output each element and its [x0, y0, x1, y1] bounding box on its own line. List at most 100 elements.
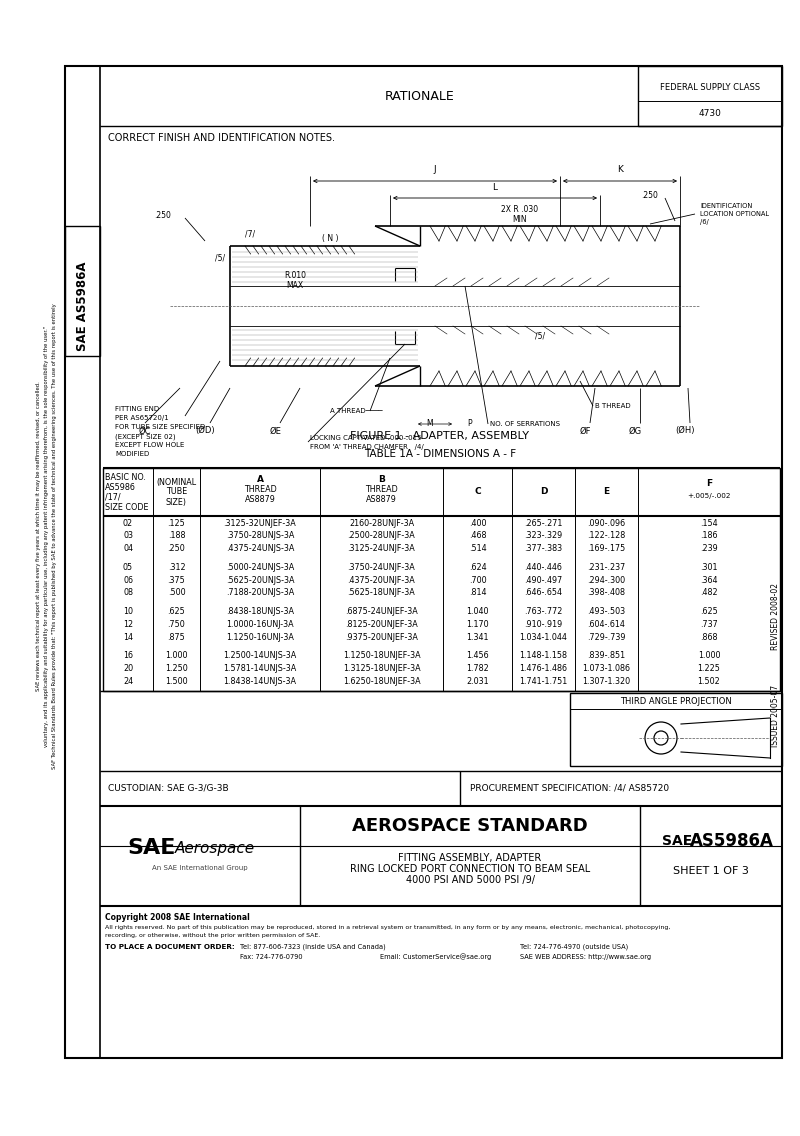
Text: All rights reserved. No part of this publication may be reproduced, stored in a : All rights reserved. No part of this pub…	[105, 926, 670, 930]
Text: .312: .312	[168, 562, 186, 571]
Text: .3125-24UNJF-3A: .3125-24UNJF-3A	[348, 544, 415, 553]
Text: .625: .625	[168, 607, 186, 616]
Text: 20: 20	[123, 665, 133, 674]
Text: 1.000: 1.000	[698, 651, 720, 660]
Text: 1.1250-18UNJEF-3A: 1.1250-18UNJEF-3A	[342, 651, 420, 660]
Text: 1.502: 1.502	[698, 677, 720, 686]
Text: .839-.851: .839-.851	[587, 651, 626, 660]
Text: J: J	[434, 165, 436, 174]
Text: THREAD: THREAD	[244, 484, 276, 493]
Text: 1.250: 1.250	[165, 665, 188, 674]
Text: 1.148-1.158: 1.148-1.158	[519, 651, 567, 660]
Text: .3125-32UNJEF-3A: .3125-32UNJEF-3A	[224, 518, 296, 527]
Text: voluntary, and its applicability and suitability for any particular use, includi: voluntary, and its applicability and sui…	[45, 325, 50, 746]
Text: Tel: 724-776-4970 (outside USA): Tel: 724-776-4970 (outside USA)	[520, 944, 628, 950]
Text: 1.073-1.086: 1.073-1.086	[582, 665, 630, 674]
Text: 1.307-1.320: 1.307-1.320	[582, 677, 630, 686]
Text: FIGURE 1 - ADAPTER, ASSEMBLY: FIGURE 1 - ADAPTER, ASSEMBLY	[350, 431, 530, 441]
Text: (ØH): (ØH)	[675, 426, 694, 435]
Text: E: E	[603, 487, 610, 496]
Text: SAE WEB ADDRESS: http://www.sae.org: SAE WEB ADDRESS: http://www.sae.org	[520, 954, 651, 960]
Text: .8438-18UNJS-3A: .8438-18UNJS-3A	[226, 607, 294, 616]
Text: .125: .125	[168, 518, 186, 527]
Text: 2X R .030: 2X R .030	[502, 206, 538, 215]
Text: MODIFIED: MODIFIED	[115, 451, 150, 457]
Text: .8125-20UNJEF-3A: .8125-20UNJEF-3A	[345, 620, 418, 629]
Text: 1.1250-16UNJ-3A: 1.1250-16UNJ-3A	[226, 633, 294, 642]
Text: FITTING ASSEMBLY, ADAPTER: FITTING ASSEMBLY, ADAPTER	[398, 853, 542, 863]
Text: .169-.175: .169-.175	[587, 544, 626, 553]
Text: .250: .250	[642, 192, 658, 200]
Text: .122-.128: .122-.128	[587, 532, 626, 541]
Text: 1.8438-14UNJS-3A: 1.8438-14UNJS-3A	[223, 677, 297, 686]
Text: B THREAD: B THREAD	[595, 403, 630, 409]
Text: .3750-24UNJF-3A: .3750-24UNJF-3A	[348, 562, 415, 571]
Text: .250: .250	[154, 211, 171, 220]
Text: .377-.383: .377-.383	[525, 544, 562, 553]
Text: .700: .700	[469, 576, 486, 585]
Text: .482: .482	[700, 588, 718, 598]
Text: 1.225: 1.225	[698, 665, 721, 674]
Text: CUSTODIAN: SAE G-3/G-3B: CUSTODIAN: SAE G-3/G-3B	[108, 784, 229, 793]
Bar	[103, 468, 780, 691]
Text: .4375-20UNJF-3A: .4375-20UNJF-3A	[348, 576, 415, 585]
Text: .239: .239	[700, 544, 718, 553]
Text: .646-.654: .646-.654	[525, 588, 562, 598]
Text: SAF Technical Standards Board Rules provide that: "This report is published by S: SAF Technical Standards Board Rules prov…	[53, 303, 58, 769]
Text: An SAE International Group: An SAE International Group	[152, 864, 248, 871]
Text: 16: 16	[123, 651, 133, 660]
Text: AS8879: AS8879	[366, 494, 397, 503]
Text: RATIONALE: RATIONALE	[385, 90, 455, 102]
Text: PROCUREMENT SPECIFICATION: /4/ AS85720: PROCUREMENT SPECIFICATION: /4/ AS85720	[470, 784, 669, 793]
Text: .5625-20UNJS-3A: .5625-20UNJS-3A	[226, 576, 294, 585]
Text: C: C	[474, 487, 481, 496]
Text: Aerospace: Aerospace	[175, 841, 255, 855]
Text: MAX: MAX	[286, 282, 303, 291]
Text: ØG: ØG	[629, 426, 642, 435]
Text: THIRD ANGLE PROJECTION: THIRD ANGLE PROJECTION	[620, 696, 732, 705]
Text: 1.6250-18UNJEF-3A: 1.6250-18UNJEF-3A	[342, 677, 420, 686]
Text: .625: .625	[700, 607, 718, 616]
Text: F: F	[706, 478, 712, 487]
Text: NO. OF SERRATIONS: NO. OF SERRATIONS	[490, 421, 560, 427]
Text: .375: .375	[168, 576, 186, 585]
Text: 1.476-1.486: 1.476-1.486	[519, 665, 567, 674]
Text: .5625-18UNJF-3A: .5625-18UNJF-3A	[348, 588, 415, 598]
Text: /17/: /17/	[105, 493, 121, 501]
Text: 1.5781-14UNJS-3A: 1.5781-14UNJS-3A	[223, 665, 297, 674]
Text: .186: .186	[700, 532, 718, 541]
Text: 1.500: 1.500	[165, 677, 188, 686]
Text: AEROSPACE STANDARD: AEROSPACE STANDARD	[352, 817, 588, 835]
Text: SHEET 1 OF 3: SHEET 1 OF 3	[673, 866, 749, 876]
Text: FOR TUBE SIZE SPECIFIED: FOR TUBE SIZE SPECIFIED	[115, 424, 206, 431]
Text: 04: 04	[123, 544, 133, 553]
Text: 1.040: 1.040	[466, 607, 489, 616]
Text: .814: .814	[469, 588, 486, 598]
Text: ISSUED 2005-07: ISSUED 2005-07	[770, 685, 779, 747]
Bar	[65, 66, 782, 1058]
Text: RING LOCKED PORT CONNECTION TO BEAM SEAL: RING LOCKED PORT CONNECTION TO BEAM SEAL	[350, 864, 590, 874]
Text: .737: .737	[700, 620, 718, 629]
Text: IDENTIFICATION: IDENTIFICATION	[700, 203, 752, 209]
Text: .604-.614: .604-.614	[587, 620, 626, 629]
Text: +.005/-.002: +.005/-.002	[687, 493, 730, 499]
Text: .468: .468	[469, 532, 486, 541]
Text: .090-.096: .090-.096	[587, 518, 626, 527]
Text: AS8879: AS8879	[245, 494, 275, 503]
Text: Fax: 724-776-0790: Fax: 724-776-0790	[240, 954, 302, 960]
Text: .490-.497: .490-.497	[524, 576, 562, 585]
Text: REVISED 2008-02: REVISED 2008-02	[770, 583, 779, 650]
Text: 24: 24	[123, 677, 133, 686]
Text: SAE: SAE	[128, 838, 176, 858]
Text: /5/: /5/	[535, 332, 545, 341]
Text: .323-.329: .323-.329	[524, 532, 562, 541]
Text: FROM 'A' THREAD CHAMFER   /4/: FROM 'A' THREAD CHAMFER /4/	[310, 444, 424, 450]
Text: .188: .188	[168, 532, 186, 541]
Text: K: K	[617, 165, 623, 174]
Text: .301: .301	[700, 562, 718, 571]
Text: THREAD: THREAD	[365, 484, 398, 493]
Bar	[65, 226, 100, 356]
Text: .440-.446: .440-.446	[525, 562, 562, 571]
Bar	[638, 66, 782, 126]
Text: 1.341: 1.341	[466, 633, 489, 642]
